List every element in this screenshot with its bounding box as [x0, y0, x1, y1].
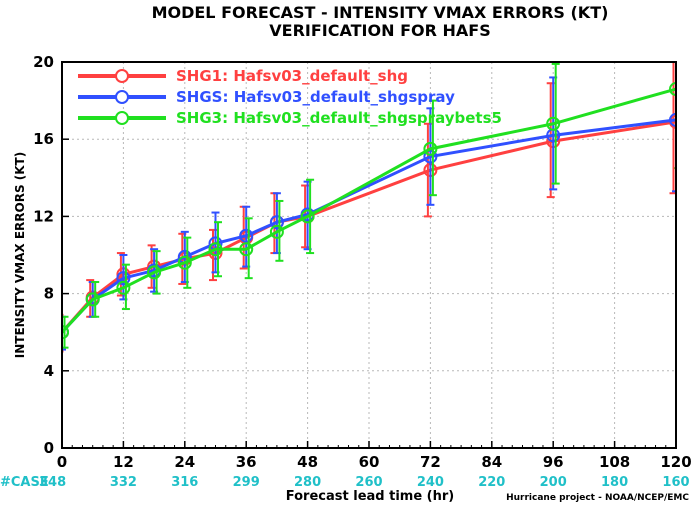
- x-tick-label: 36: [236, 453, 257, 471]
- y-tick-label: 20: [33, 53, 54, 71]
- x-tick-label: 72: [420, 453, 441, 471]
- data-point: [177, 255, 192, 270]
- credit-text: Hurricane project - NOAA/NCEP/EMC: [506, 493, 689, 503]
- x-tick-label: 96: [543, 453, 564, 471]
- case-label: #CASE: [0, 475, 49, 490]
- y-axis-label: INTENSITY VMAX ERRORS (KT): [13, 152, 27, 358]
- case-count: 348: [39, 475, 66, 490]
- data-point: [669, 82, 676, 97]
- x-axis-label: Forecast lead time (hr): [286, 489, 454, 504]
- case-count: 299: [233, 475, 260, 490]
- case-count: 260: [355, 475, 382, 490]
- x-tick-label: 48: [297, 453, 318, 471]
- data-point: [546, 116, 561, 131]
- data-point: [239, 228, 254, 243]
- series-3: [62, 62, 676, 349]
- data-series: [62, 62, 676, 353]
- case-count: 316: [171, 475, 198, 490]
- y-tick-label: 12: [33, 207, 54, 225]
- x-tick-label: 60: [359, 453, 380, 471]
- case-count: 180: [601, 475, 628, 490]
- data-point: [239, 242, 254, 257]
- data-point: [269, 215, 284, 230]
- case-count: 220: [478, 475, 505, 490]
- data-point: [300, 209, 315, 224]
- case-counts: 348 332 316 299 280 260 240 220 200 180 160: [39, 475, 690, 490]
- legend-marker: [115, 90, 129, 104]
- x-tick-label: 120: [660, 453, 691, 471]
- chart-subtitle: VERIFICATION FOR HAFS: [269, 21, 490, 40]
- series-line: [62, 118, 676, 334]
- data-point: [208, 242, 223, 257]
- case-count: 160: [662, 475, 689, 490]
- case-count: 200: [540, 475, 567, 490]
- data-point: [269, 224, 284, 239]
- case-count: 280: [294, 475, 321, 490]
- legend-label: SHGS: Hafsv03_default_shgspray: [176, 88, 455, 106]
- legend-entry-1: SHG1: Hafsv03_default_shg: [78, 67, 408, 85]
- data-point: [669, 112, 676, 127]
- legend: SHG1: Hafsv03_default_shg SHGS: Hafsv03_d…: [78, 67, 502, 127]
- y-axis-ticks: 0 4 8 12 16 20: [33, 53, 69, 457]
- legend-entry-2: SHGS: Hafsv03_default_shgspray: [78, 88, 455, 106]
- data-point: [85, 292, 100, 307]
- data-point: [423, 141, 438, 156]
- data-point: [147, 265, 162, 280]
- data-point: [423, 149, 438, 164]
- y-tick-label: 16: [33, 130, 54, 148]
- x-axis-ticks: 0 12 24 36 48 60 72 84 96 108 120: [57, 441, 692, 471]
- x-tick-label: 24: [174, 453, 195, 471]
- legend-label: SHG3: Hafsv03_default_shgspraybets5: [176, 109, 502, 127]
- x-tick-label: 12: [113, 453, 134, 471]
- data-point: [62, 325, 69, 340]
- x-tick-label: 84: [481, 453, 502, 471]
- plot-frame: [61, 61, 677, 449]
- data-point: [116, 280, 131, 295]
- chart-title: MODEL FORECAST - INTENSITY VMAX ERRORS (…: [152, 3, 609, 22]
- x-tick-label: 0: [57, 453, 67, 471]
- case-count: 240: [417, 475, 444, 490]
- y-tick-label: 4: [44, 362, 54, 380]
- legend-marker: [115, 111, 129, 125]
- y-tick-label: 0: [44, 439, 54, 457]
- legend-entry-3: SHG3: Hafsv03_default_shgspraybets5: [78, 109, 502, 127]
- y-tick-label: 8: [44, 285, 54, 303]
- x-tick-label: 108: [599, 453, 630, 471]
- legend-label: SHG1: Hafsv03_default_shg: [176, 67, 408, 85]
- case-count: 332: [110, 475, 137, 490]
- data-point: [116, 271, 131, 286]
- legend-marker: [115, 69, 129, 83]
